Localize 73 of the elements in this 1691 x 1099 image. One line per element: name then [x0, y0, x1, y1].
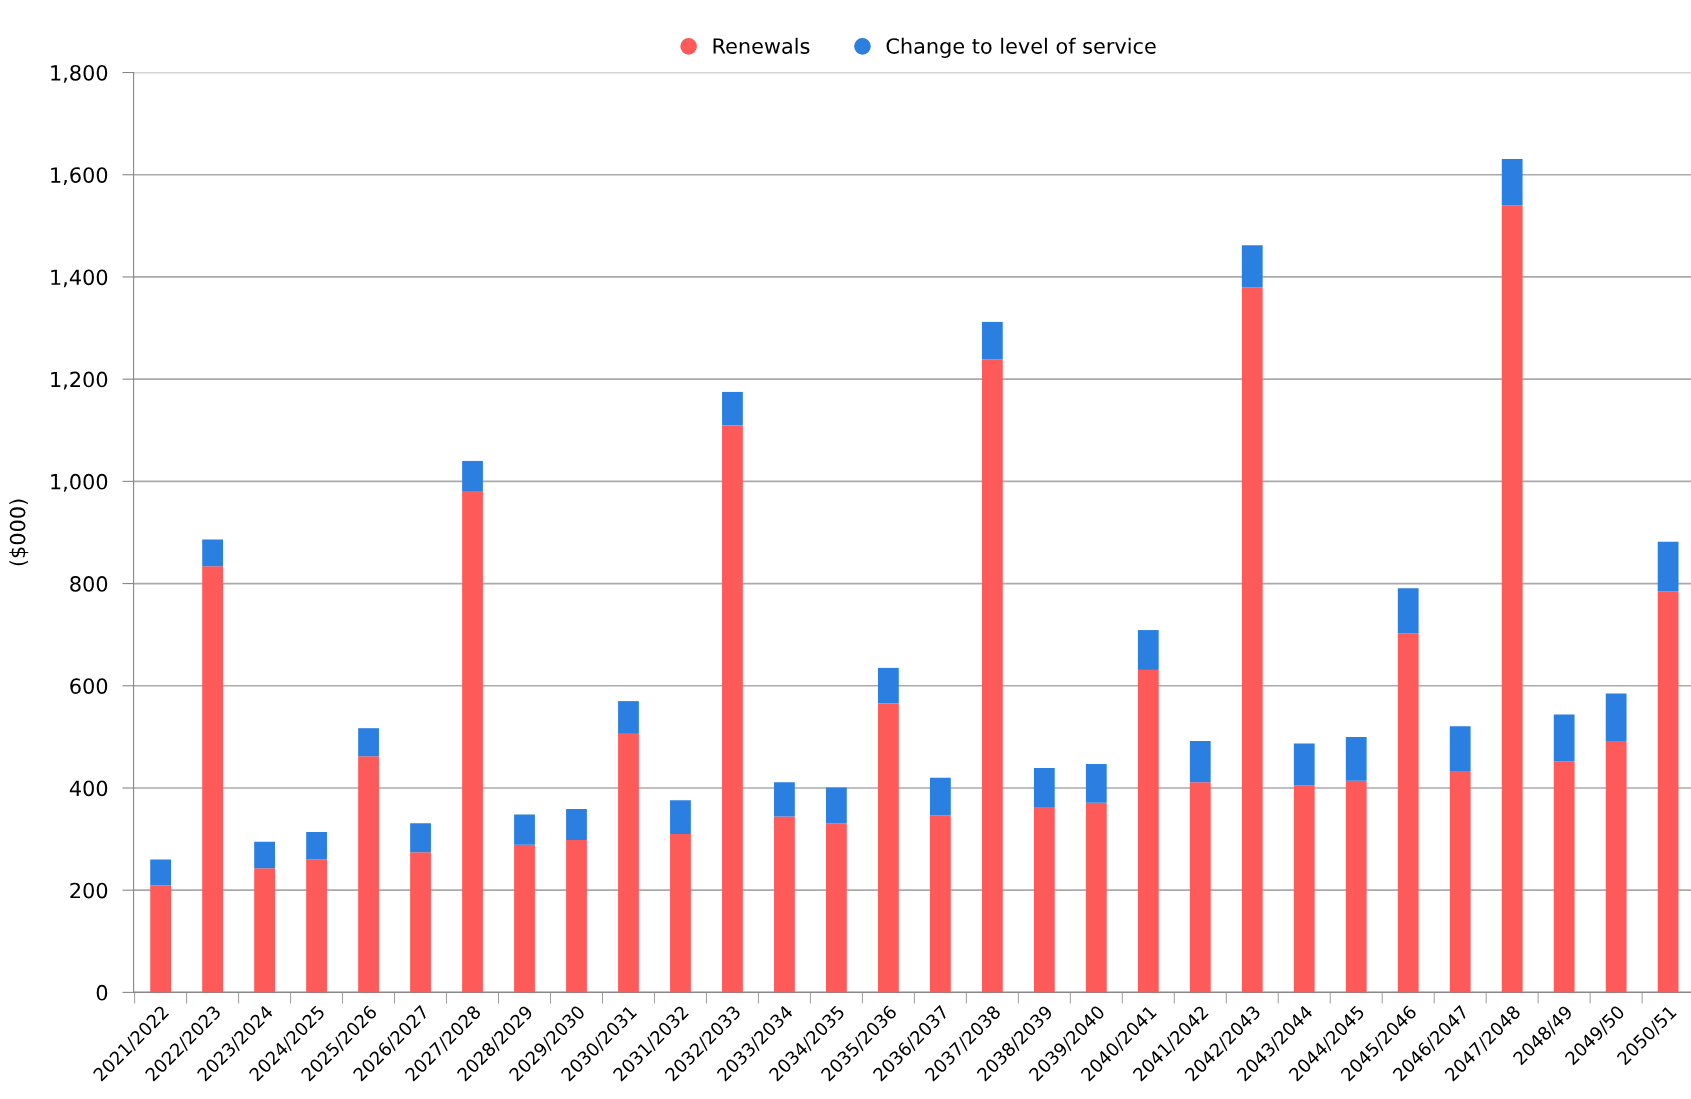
bar	[150, 859, 172, 886]
bar	[306, 831, 327, 860]
y-tick-label: 1,600	[51, 167, 108, 186]
bar	[514, 814, 535, 845]
bar	[1657, 541, 1679, 592]
bar	[1501, 158, 1523, 206]
y-tick-label: 600	[70, 678, 108, 694]
y-tick-label: 800	[70, 576, 108, 592]
bar	[929, 777, 951, 816]
bar	[1449, 726, 1471, 772]
bar	[358, 756, 379, 993]
bar	[774, 782, 795, 817]
bar	[410, 823, 431, 853]
bar	[1137, 630, 1159, 670]
bar	[150, 885, 172, 993]
legend-label: Renewals	[713, 37, 810, 54]
y-tick-label: 200	[70, 882, 108, 899]
bar	[254, 868, 275, 993]
bar	[1397, 588, 1419, 634]
y-tick-label: 1,400	[51, 269, 108, 288]
bar	[618, 733, 639, 993]
bar	[1605, 740, 1627, 993]
bar	[1553, 714, 1575, 762]
bar	[618, 701, 639, 734]
bar	[670, 800, 691, 834]
bar	[722, 391, 743, 426]
bar	[202, 566, 223, 993]
bar	[514, 844, 535, 993]
bar	[981, 359, 1003, 993]
bar	[826, 787, 847, 824]
bar	[774, 816, 795, 993]
bar	[1501, 205, 1523, 993]
bar	[1241, 245, 1263, 288]
bar	[1449, 771, 1471, 993]
bar	[1189, 740, 1211, 783]
bar	[410, 852, 431, 993]
bar	[1085, 763, 1107, 803]
bar	[1085, 802, 1107, 993]
legend-label: Change to level of service	[886, 37, 1156, 58]
bar	[877, 667, 899, 704]
bar	[202, 539, 223, 567]
bar	[929, 815, 951, 993]
bar	[1189, 782, 1211, 993]
bar	[1241, 287, 1263, 993]
bar	[462, 491, 483, 993]
bar	[981, 321, 1003, 360]
y-tick-label: 400	[69, 780, 108, 797]
bar	[1345, 780, 1367, 993]
bar	[306, 859, 327, 993]
y-tick-label: 0	[96, 984, 108, 1001]
bar	[1345, 736, 1367, 781]
y-tick-label: 1,000	[51, 473, 108, 492]
bar	[1605, 693, 1627, 741]
bar	[1033, 806, 1055, 993]
bar	[1657, 591, 1679, 993]
bar	[1293, 785, 1315, 993]
bar	[358, 728, 379, 757]
bar	[826, 823, 847, 993]
bar	[462, 460, 483, 492]
bar	[1397, 633, 1419, 993]
bar	[566, 840, 587, 993]
y-tick-label: 1,200	[51, 371, 108, 390]
bar	[566, 808, 587, 841]
bar	[1293, 743, 1315, 786]
bar	[1033, 768, 1055, 807]
bar	[254, 841, 275, 869]
bar	[1553, 761, 1575, 993]
bar	[1137, 669, 1159, 993]
bar	[877, 703, 899, 993]
bar	[670, 833, 691, 993]
y-tick-label: 1,800	[51, 64, 108, 83]
bar	[722, 425, 743, 993]
y-axis-title: ($000)	[9, 499, 29, 566]
